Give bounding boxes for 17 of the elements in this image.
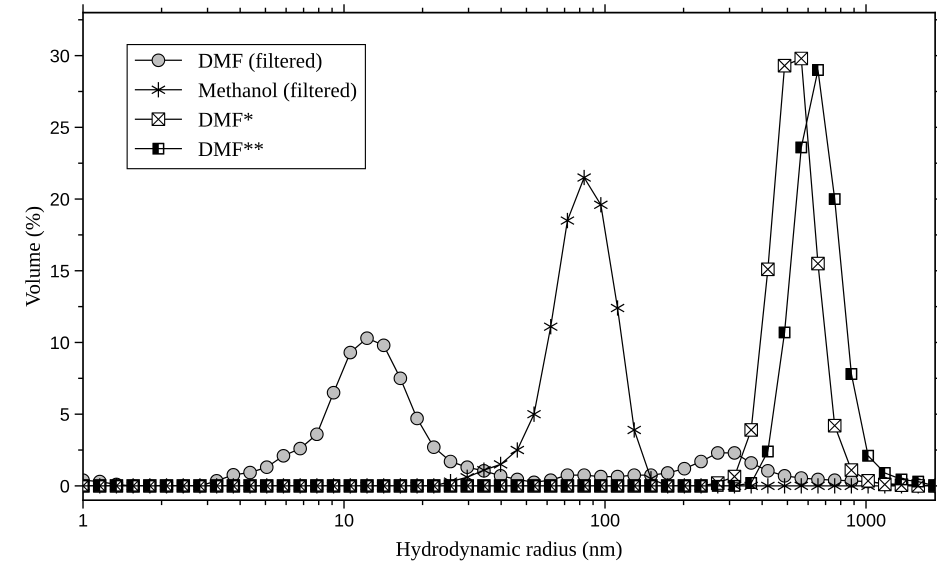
x-tick-label: 1000	[847, 514, 886, 527]
legend-label: DMF**	[198, 142, 263, 156]
y-tick-label: 20	[50, 192, 70, 206]
y-tick-label: 15	[51, 264, 70, 278]
x-axis-title: Hydrodynamic radius (nm)	[396, 541, 622, 560]
y-tick-label: 30	[50, 50, 70, 62]
legend-label: DMF (filtered)	[198, 52, 322, 72]
y-tick-label: 0	[60, 480, 70, 493]
x-tick-label: 100	[591, 514, 620, 527]
y-tick-label: 10	[51, 336, 70, 350]
legend-label: DMF*	[198, 112, 253, 127]
y-tick-label: 25	[50, 121, 70, 134]
legend-label: Methanol (filtered)	[198, 82, 356, 102]
x-tick-label: 1	[79, 514, 88, 527]
y-tick-label: 5	[60, 408, 70, 421]
y-axis-title: Volume (%)	[25, 206, 44, 307]
x-tick-label: 10	[335, 514, 354, 527]
